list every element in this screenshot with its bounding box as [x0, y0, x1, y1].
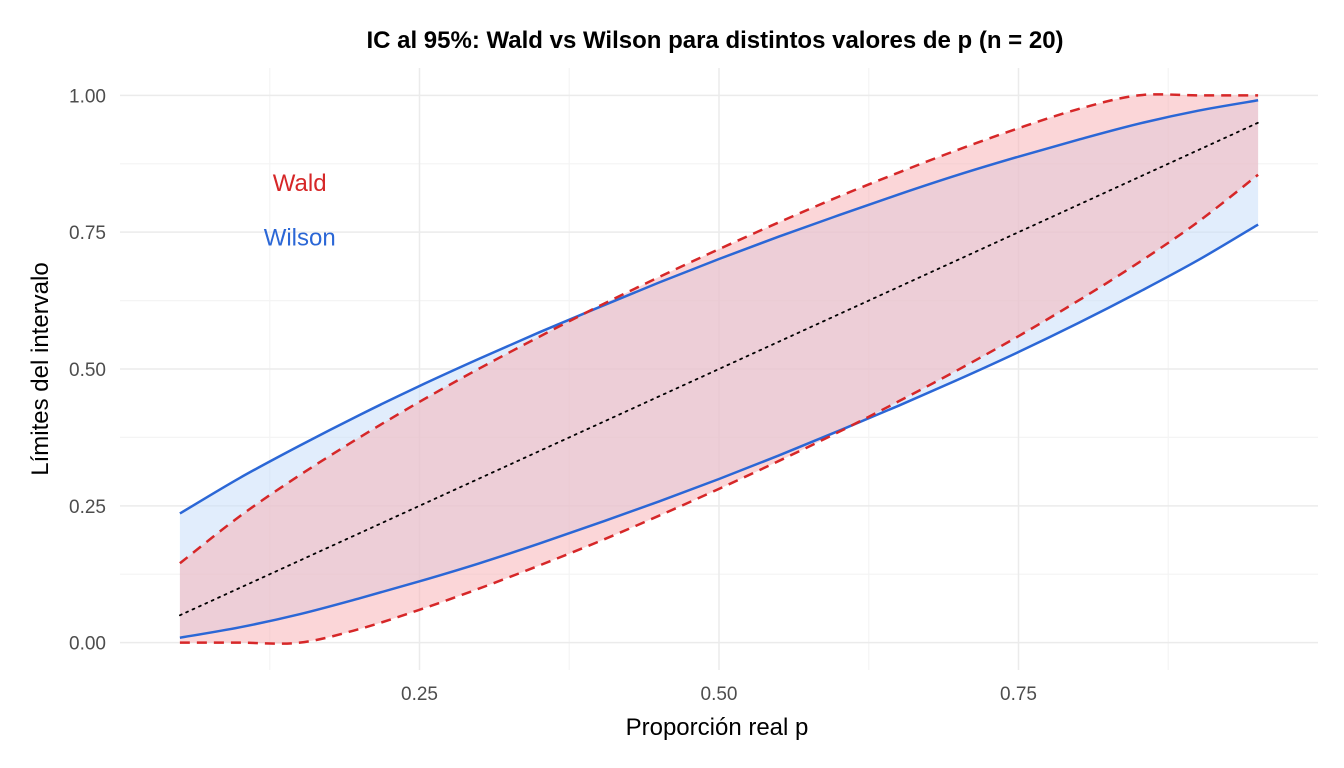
x-tick-label: 0.50 — [701, 684, 738, 705]
wilson-upper-line — [179, 99, 1259, 515]
y-tick-label: 0.25 — [69, 497, 106, 518]
wald-band — [179, 94, 1259, 644]
wald-upper-line — [179, 93, 1259, 565]
x-tick-label: 0.75 — [1000, 684, 1037, 705]
y-axis-ticks: 0.00 0.25 0.50 0.75 1.00 — [69, 86, 106, 654]
interval-bands — [179, 94, 1259, 644]
x-axis-ticks: 0.25 0.50 0.75 — [401, 684, 1037, 705]
y-axis-title: Límites del intervalo — [27, 262, 54, 475]
series-lines — [179, 93, 1259, 645]
x-tick-label: 0.25 — [401, 684, 438, 705]
y-tick-label: 0.00 — [69, 634, 106, 655]
y-tick-label: 1.00 — [69, 86, 106, 107]
annotation-wilson: Wilson — [264, 225, 336, 252]
chart-title: IC al 95%: Wald vs Wilson para distintos… — [366, 27, 1063, 54]
wald-lower-line — [179, 173, 1259, 645]
y-tick-label: 0.75 — [69, 223, 106, 244]
annotations: Wald Wilson — [264, 170, 336, 252]
wilson-lower-line — [179, 223, 1259, 639]
x-axis-title: Proporción real p — [626, 714, 809, 741]
annotation-wald: Wald — [273, 170, 327, 197]
y-tick-label: 0.50 — [69, 360, 106, 381]
reference-line — [179, 121, 1259, 617]
